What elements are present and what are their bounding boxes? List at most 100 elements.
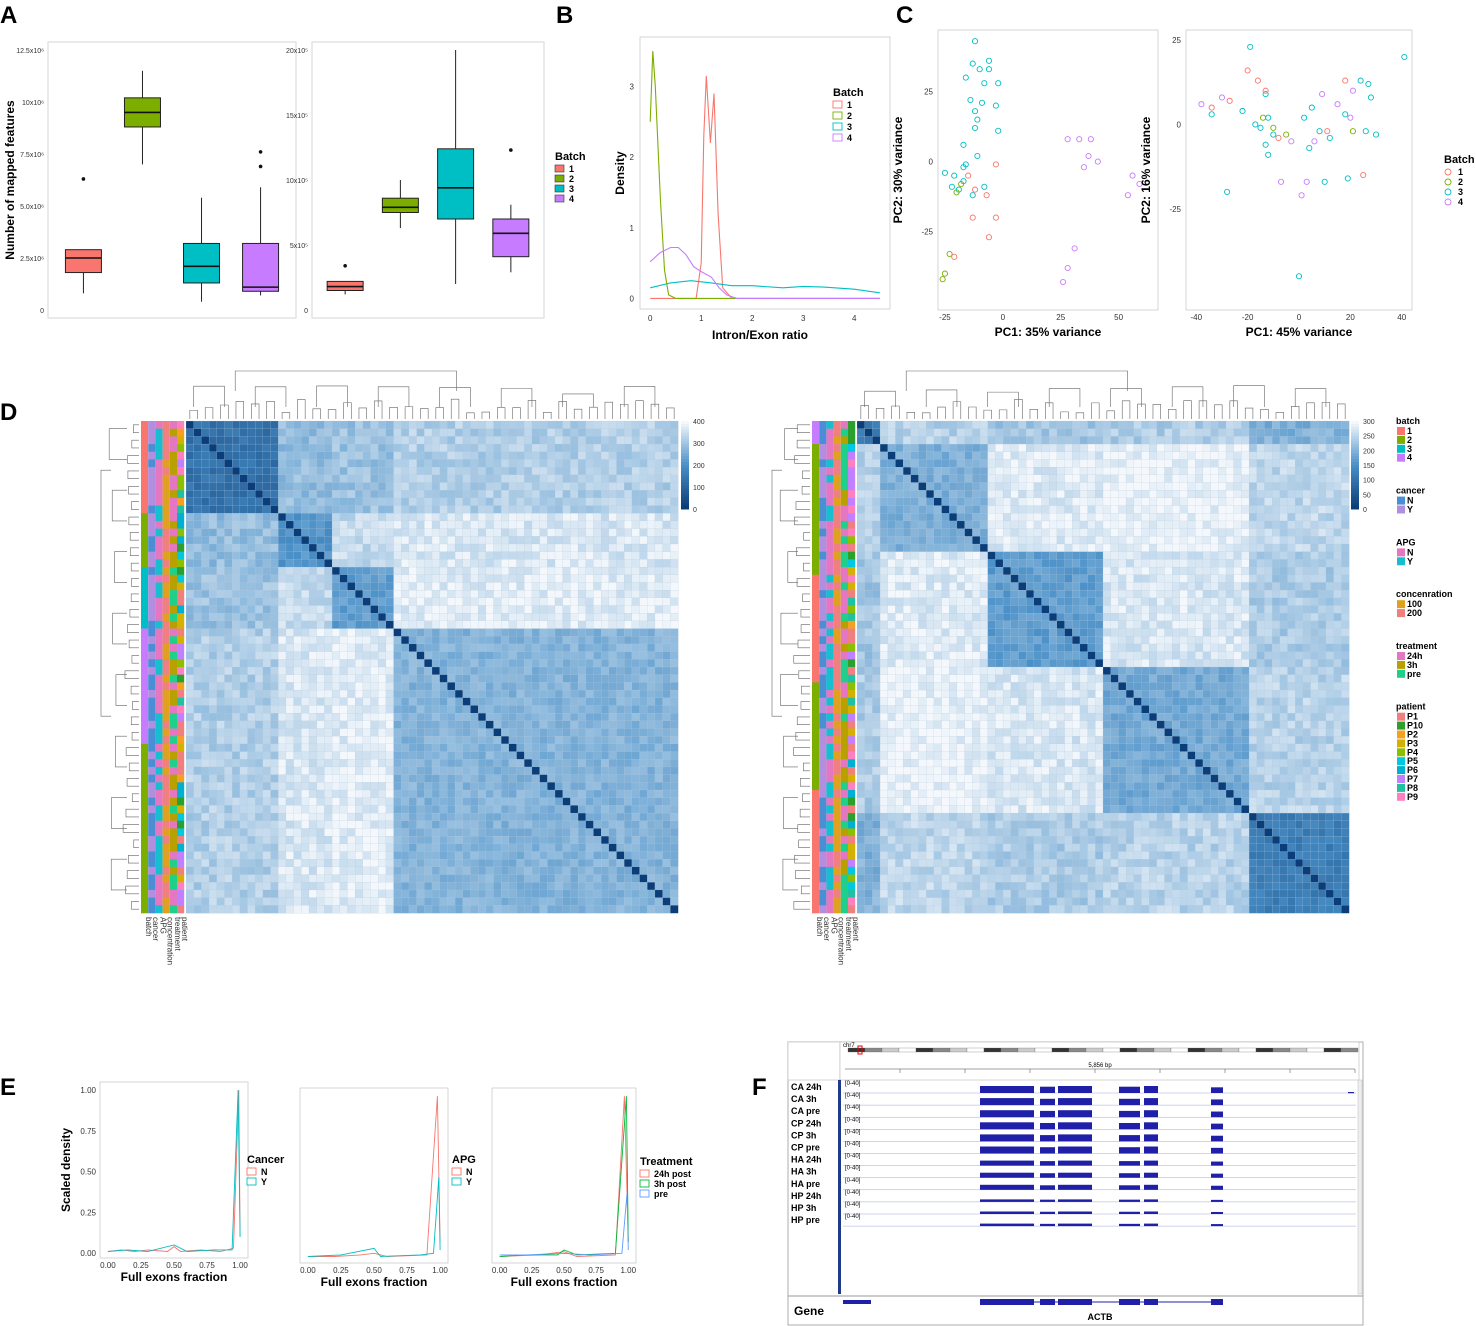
heatmap-cell: [662, 513, 671, 522]
heatmap-cell: [470, 467, 479, 476]
heatmap-cell: [255, 659, 264, 668]
annotation-cell: [162, 743, 170, 752]
heatmap-cell: [547, 451, 556, 460]
heatmap-cell: [616, 689, 625, 699]
heatmap-cell: [408, 559, 418, 568]
heatmap-cell: [516, 713, 525, 722]
heatmap-cell: [562, 597, 571, 606]
heatmap-cell: [370, 766, 379, 776]
heatmap-cell: [293, 782, 302, 791]
heatmap-cell: [1056, 436, 1065, 445]
heatmap-cell: [439, 590, 448, 599]
annotation-cell: [177, 651, 185, 660]
heatmap-cell: [895, 443, 904, 453]
heatmap-cell: [462, 682, 471, 691]
heatmap-cell: [454, 759, 464, 768]
heatmap-cell: [431, 505, 441, 514]
heatmap-cell: [662, 505, 671, 514]
annotation-cell: [177, 520, 185, 529]
heatmap-cell: [539, 751, 548, 760]
heatmap-cell: [485, 782, 494, 791]
heatmap-cell: [393, 659, 402, 668]
heatmap-cell: [447, 513, 456, 522]
heatmap-cell: [401, 889, 410, 899]
heatmap-cell: [339, 420, 348, 430]
heatmap-cell: [562, 689, 571, 699]
heatmap-cell: [585, 666, 594, 676]
heatmap-cell: [247, 420, 256, 430]
heatmap-cell: [385, 843, 394, 852]
heatmap-cell: [439, 628, 448, 637]
heatmap-cell: [662, 774, 671, 783]
heatmap-cell: [385, 689, 394, 699]
heatmap-cell: [424, 905, 433, 914]
heatmap-cell: [401, 905, 410, 914]
heatmap-cell: [478, 605, 487, 614]
heatmap-cell: [654, 482, 664, 491]
heatmap-cell: [554, 636, 564, 645]
heatmap-cell: [193, 743, 202, 752]
heatmap-cell: [562, 620, 571, 629]
annotation-cell: [155, 574, 163, 583]
heatmap-cell: [524, 797, 533, 806]
heatmap-cell: [454, 697, 464, 706]
heatmap-cell: [347, 789, 356, 799]
heatmap-cell: [208, 728, 218, 737]
heatmap-cell: [378, 766, 387, 776]
heatmap-cell: [608, 467, 617, 476]
heatmap-cell: [539, 574, 548, 583]
scatter-point: [946, 250, 953, 258]
heatmap-cell: [539, 736, 548, 745]
heatmap-cell: [616, 797, 625, 806]
heatmap-cell: [524, 843, 533, 852]
heatmap-cell: [270, 766, 279, 776]
heatmap-cell: [324, 520, 333, 530]
heatmap-cell: [524, 474, 533, 483]
heatmap-cell: [577, 505, 587, 514]
heatmap-cell: [301, 743, 310, 752]
heatmap-cell: [539, 797, 548, 806]
heatmap-cell: [647, 497, 656, 506]
heatmap-cell: [470, 574, 479, 583]
annotation-cell: [177, 551, 185, 560]
heatmap-cell: [547, 797, 556, 806]
heatmap-cell: [624, 674, 633, 683]
heatmap-cell: [431, 559, 441, 568]
heatmap-cell: [370, 797, 379, 806]
heatmap-cell: [385, 874, 394, 883]
heatmap-cell: [393, 843, 402, 852]
heatmap-cell: [324, 659, 333, 668]
legend-item-label: 1: [1458, 167, 1463, 177]
heatmap-cell: [601, 797, 610, 806]
heatmap-cell: [216, 505, 225, 514]
scatter-point: [1298, 192, 1305, 199]
heatmap-cell: [631, 428, 640, 437]
heatmap-cell: [431, 697, 441, 706]
heatmap-cell: [554, 628, 564, 637]
heatmap-cell: [501, 874, 510, 883]
heatmap-cell: [1164, 428, 1173, 437]
heatmap-cell: [601, 543, 610, 553]
heatmap-cell: [301, 513, 310, 522]
heatmap-cell: [408, 613, 418, 622]
heatmap-cell: [547, 820, 556, 829]
heatmap-cell: [247, 812, 256, 822]
heatmap-cell: [293, 482, 302, 491]
heatmap-cell: [255, 497, 264, 506]
heatmap-cell: [593, 490, 602, 499]
heatmap-cell: [601, 851, 610, 860]
heatmap-cell: [362, 782, 371, 791]
heatmap-cell: [447, 743, 456, 752]
heatmap-cell: [562, 436, 571, 445]
heatmap-cell: [262, 651, 271, 660]
annotation-cell: [177, 436, 185, 445]
heatmap-cell: [270, 789, 279, 799]
heatmap-cell: [547, 736, 556, 745]
heatmap-cell: [485, 474, 494, 483]
heatmap-cell: [347, 574, 356, 583]
heatmap-cell: [370, 451, 379, 460]
heatmap-cell: [524, 520, 533, 530]
heatmap-cell: [601, 789, 610, 799]
heatmap-cell: [439, 905, 448, 914]
heatmap-cell: [593, 620, 602, 629]
